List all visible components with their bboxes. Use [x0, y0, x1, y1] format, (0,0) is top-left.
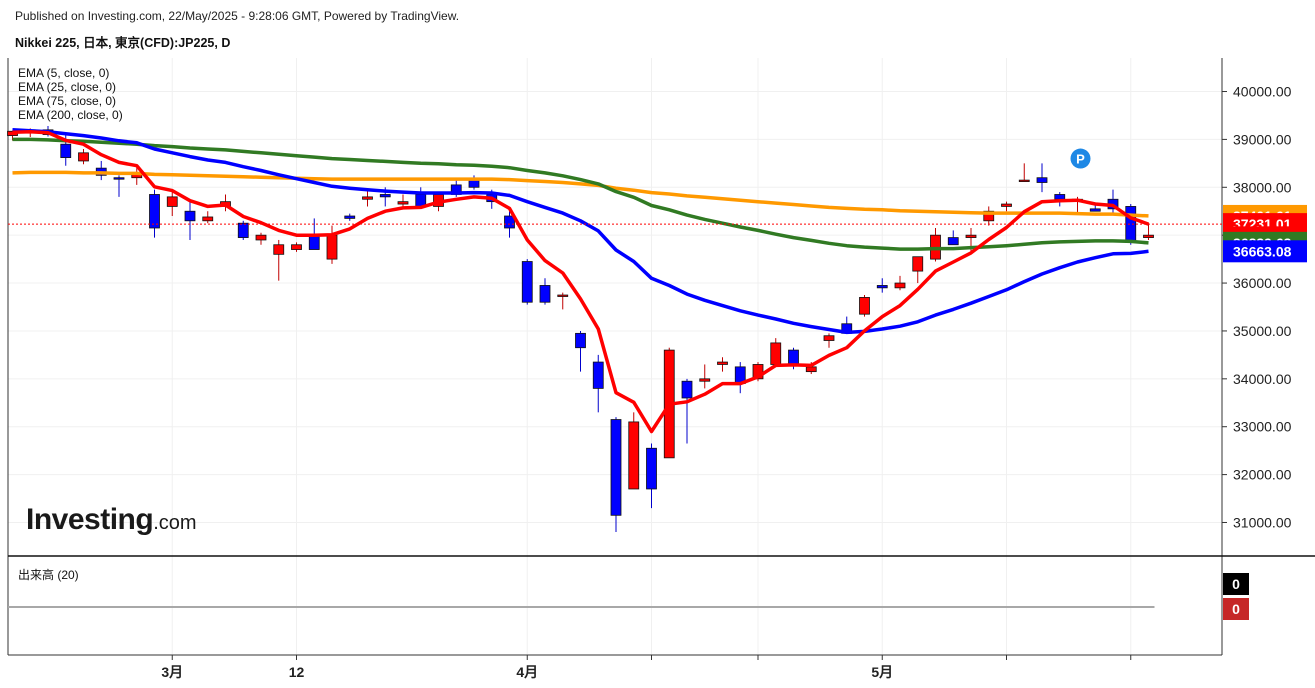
ema-line [12, 170, 1149, 218]
candle[interactable] [681, 380, 693, 399]
legend-ema5: EMA (5, close, 0) [18, 66, 110, 80]
x-tick-label: 3月 [161, 664, 183, 680]
p-marker-icon[interactable] [1070, 148, 1091, 169]
x-tick-label: 4月 [516, 664, 538, 680]
candle[interactable] [539, 285, 551, 303]
legend-ema75: EMA (75, close, 0) [18, 94, 117, 108]
candle[interactable] [788, 349, 799, 365]
candle[interactable] [965, 234, 977, 238]
candle[interactable] [397, 201, 409, 205]
candle[interactable] [308, 234, 320, 250]
candle[interactable] [468, 179, 480, 188]
volume-badge [1223, 573, 1249, 595]
candle[interactable] [166, 196, 178, 207]
candle[interactable] [876, 285, 888, 289]
published-info: Published on Investing.com, 22/May/2025 … [15, 9, 460, 23]
candle[interactable] [770, 342, 782, 365]
y-tick-label: 40000.00 [1233, 84, 1292, 100]
candle[interactable] [362, 196, 373, 200]
candle[interactable] [1143, 234, 1154, 238]
candle[interactable] [1018, 179, 1030, 183]
candle[interactable] [273, 244, 285, 255]
candle[interactable] [823, 335, 835, 341]
volume-badge-label: 0 [1232, 576, 1240, 592]
candle[interactable] [1089, 208, 1101, 212]
ema-line [12, 128, 1149, 335]
ema-line [12, 129, 1150, 434]
candle[interactable] [610, 419, 622, 516]
candle[interactable] [947, 237, 959, 246]
y-tick-label: 35000.00 [1233, 323, 1292, 339]
candle[interactable] [805, 366, 817, 373]
candle[interactable] [628, 421, 640, 490]
y-tick-label: 33000.00 [1233, 419, 1292, 435]
indicator-legend: EMA (5, close, 0) EMA (25, close, 0) EMA… [18, 66, 123, 122]
candle[interactable] [1001, 203, 1012, 207]
candle[interactable] [1054, 194, 1066, 200]
y-tick-label: 34000.00 [1233, 371, 1292, 387]
candle[interactable] [202, 216, 214, 222]
candle[interactable] [592, 361, 604, 389]
logo-sub: .com [153, 512, 197, 534]
legend-ema25: EMA (25, close, 0) [18, 80, 117, 94]
logo-main: Investing [26, 503, 154, 536]
legend-ema200: EMA (200, close, 0) [18, 108, 123, 122]
candle[interactable] [326, 234, 338, 260]
candle[interactable] [646, 447, 657, 490]
candle[interactable] [1125, 206, 1137, 243]
y-tick-label: 38000.00 [1233, 179, 1292, 195]
candle[interactable] [983, 210, 995, 222]
candle[interactable] [78, 152, 89, 162]
candle[interactable] [60, 143, 72, 158]
volume-badge [1223, 598, 1249, 620]
y-tick-label: 36000.00 [1233, 275, 1292, 291]
candle[interactable] [255, 234, 267, 241]
price-badge [1223, 240, 1307, 263]
candle[interactable] [912, 256, 924, 272]
volume-label: 出来高 (20) [18, 568, 79, 582]
investing-logo: Investing.com [26, 503, 197, 537]
price-badge-label: 36663.08 [1233, 243, 1292, 259]
candle[interactable] [237, 222, 249, 238]
symbol-title: Nikkei 225, 日本, 東京(CFD):JP225, D [15, 36, 231, 50]
candle[interactable] [575, 332, 586, 349]
candle[interactable] [521, 261, 533, 303]
candle[interactable] [504, 215, 515, 229]
candle[interactable] [894, 282, 906, 289]
x-tick-label: 5月 [871, 664, 893, 680]
y-tick-label: 31000.00 [1233, 514, 1292, 530]
y-tick-label: 32000.00 [1233, 467, 1292, 483]
candle[interactable] [859, 297, 870, 315]
y-tick-label: 39000.00 [1233, 131, 1292, 147]
candle[interactable] [699, 378, 711, 382]
candle[interactable] [1036, 177, 1048, 183]
ema-line [12, 137, 1149, 251]
candle[interactable] [557, 294, 569, 297]
candle[interactable] [379, 194, 391, 198]
candle[interactable] [344, 215, 356, 219]
candle[interactable] [717, 361, 728, 365]
candle[interactable] [184, 210, 196, 222]
candle[interactable] [113, 177, 125, 180]
candle[interactable] [291, 244, 302, 250]
candle[interactable] [149, 194, 160, 229]
x-tick-label: 12 [289, 664, 305, 680]
volume-badge-label: 0 [1232, 601, 1240, 617]
p-marker-label: P [1076, 152, 1085, 167]
